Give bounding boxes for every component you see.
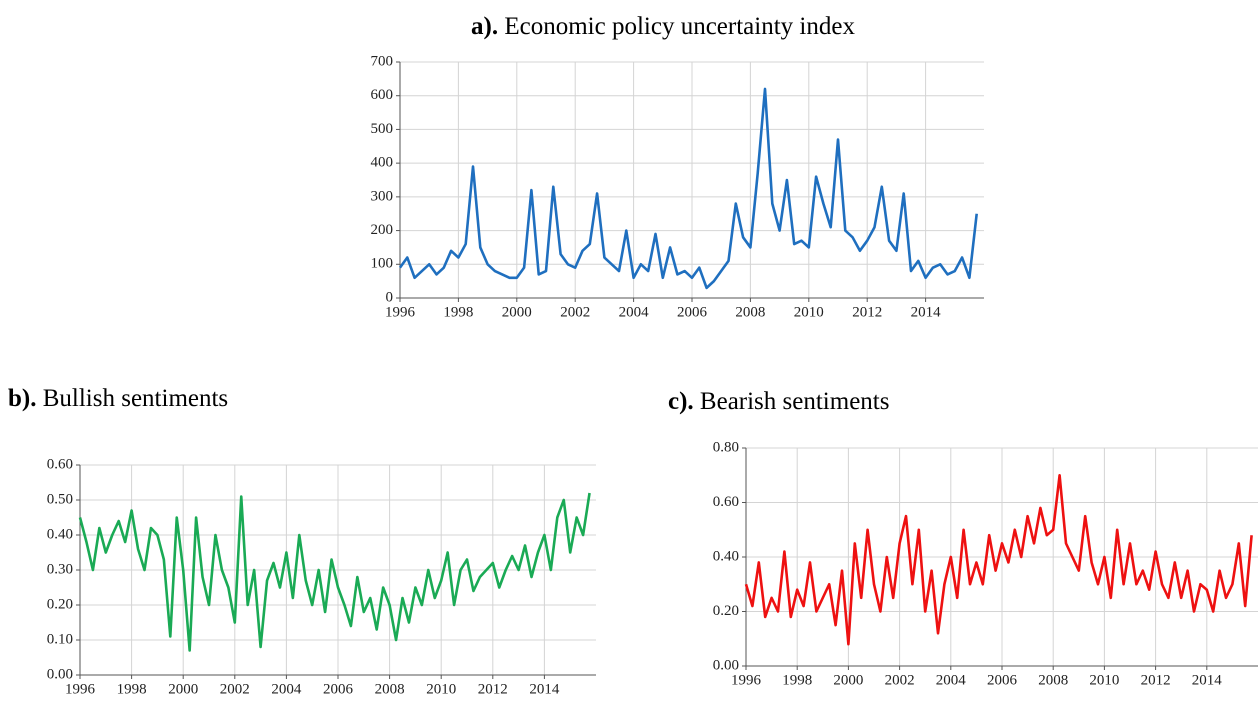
chart-panel: a). Economic policy uncertainty index 0 10… [371,13,984,320]
chart-panel: c). Bearish sentiments 0.00 0.20 0.40 0.60 0.… [668,388,1258,688]
x-tick-label: 2000 [168,681,198,697]
y-tick-label: 700 [371,53,394,69]
chart-title: a). Economic policy uncertainty index [471,13,855,40]
y-tick-label: 200 [371,222,394,238]
y-tick-label: 300 [371,188,394,204]
x-tick-label: 1998 [782,672,812,688]
panel-label: a). [471,13,498,40]
x-tick-label: 2008 [735,304,765,320]
x-tick-label: 2006 [987,672,1018,688]
y-tick-label: 0.50 [47,491,73,507]
x-tick-label: 2000 [502,304,532,320]
x-tick-label: 2006 [323,681,354,697]
x-tick-label: 2010 [1089,672,1119,688]
y-tick-label: 0.20 [713,603,739,619]
x-tick-label: 1996 [65,681,96,697]
y-tick-label: 0.20 [47,596,73,612]
x-tick-label: 2008 [375,681,405,697]
chart-title: b). Bullish sentiments [8,385,228,412]
y-tick-label: 0 [386,289,394,305]
y-tick-label: 0.80 [713,439,739,455]
x-tick-label: 2002 [560,304,590,320]
title-text: Economic policy uncertainty index [504,13,855,40]
x-tick-label: 2008 [1038,672,1068,688]
data-line [398,87,978,290]
x-tick-label: 2014 [1192,672,1223,688]
y-tick-label: 600 [371,87,394,103]
y-tick-label: 0.60 [713,494,739,510]
y-tick-label: 0.30 [47,561,73,577]
chart-panel: b). Bullish sentiments 0.00 0.10 0.20 0.30 0.… [8,385,596,697]
x-tick-label: 2004 [619,304,650,320]
x-tick-label: 2012 [1141,672,1171,688]
y-tick-label: 0.00 [47,666,73,682]
x-tick-label: 1996 [385,304,416,320]
x-tick-label: 2002 [885,672,915,688]
x-tick-label: 2012 [852,304,882,320]
y-tick-label: 0.40 [713,548,739,564]
y-tick-label: 500 [371,121,394,137]
chart-title: c). Bearish sentiments [668,388,889,415]
y-tick-label: 0.10 [47,631,73,647]
x-tick-label: 2004 [271,681,302,697]
panel-label: b). [8,385,36,412]
x-tick-label: 2010 [794,304,824,320]
x-tick-label: 2014 [911,304,942,320]
data-line [78,492,591,652]
x-tick-label: 2000 [833,672,863,688]
x-tick-label: 1998 [117,681,147,697]
x-tick-label: 1998 [443,304,473,320]
x-tick-label: 2014 [529,681,560,697]
x-tick-label: 1996 [731,672,762,688]
y-tick-label: 400 [371,155,394,171]
y-tick-label: 0.40 [47,526,73,542]
x-tick-label: 2002 [220,681,250,697]
title-text: Bearish sentiments [700,388,890,415]
y-tick-label: 100 [371,256,394,272]
x-tick-label: 2004 [936,672,967,688]
y-tick-label: 0.00 [713,657,739,673]
x-tick-label: 2012 [478,681,508,697]
title-text: Bullish sentiments [43,385,228,412]
x-tick-label: 2006 [677,304,708,320]
data-line [744,473,1253,646]
y-tick-label: 0.60 [47,456,73,472]
x-tick-label: 2010 [426,681,456,697]
panel-label: c). [668,388,694,415]
